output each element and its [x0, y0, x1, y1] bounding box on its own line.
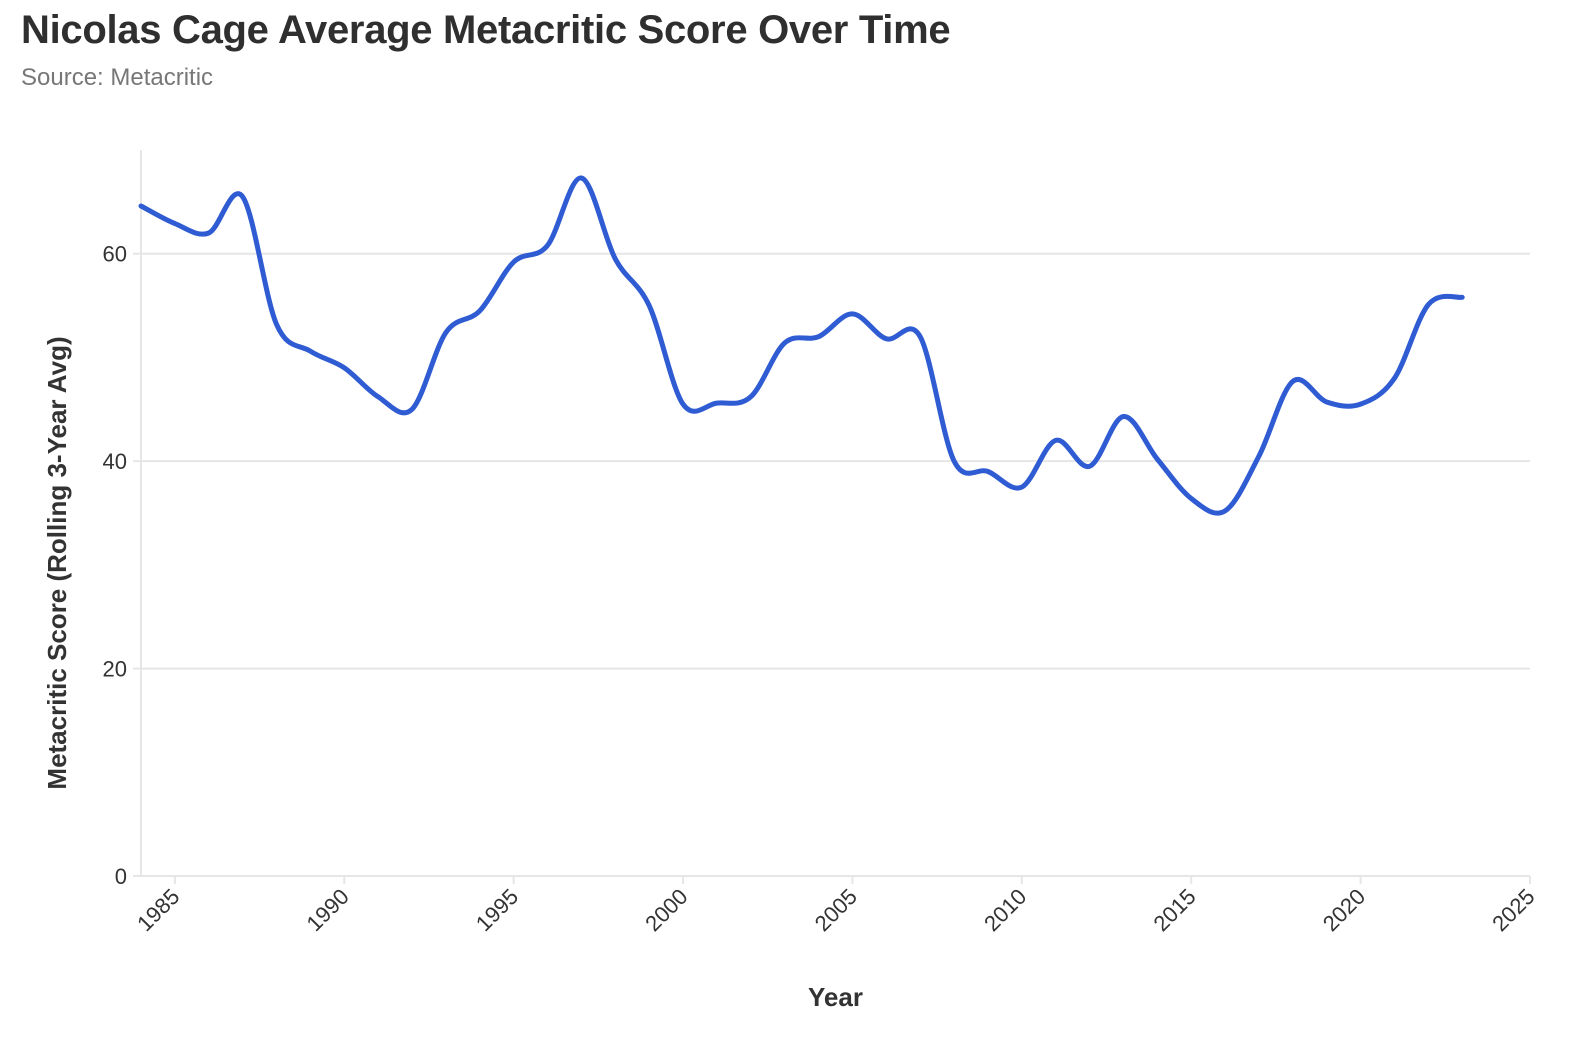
chart-title: Nicolas Cage Average Metacritic Score Ov…: [21, 8, 951, 52]
x-tick-label: 2025: [1487, 884, 1539, 936]
y-tick-label: 20: [103, 657, 127, 682]
x-tick-label: 2000: [640, 884, 692, 936]
y-tick-label: 60: [103, 242, 127, 267]
x-tick-label: 2005: [810, 884, 862, 936]
x-axis-title: Year: [808, 982, 863, 1012]
x-tick-label: 2020: [1318, 884, 1370, 936]
x-axis-ticks: 1985 1990 1995 2000 2005 2010 2015 2020 2025: [132, 876, 1540, 936]
x-tick-label: 2015: [1148, 884, 1200, 936]
y-axis-ticks: 0 20 40 60: [103, 242, 141, 889]
x-tick-label: 1985: [132, 884, 184, 936]
x-tick-label: 1995: [471, 884, 523, 936]
chart-subtitle: Source: Metacritic: [21, 64, 214, 91]
x-tick-label: 1990: [302, 884, 354, 936]
grid-lines: [141, 252, 1530, 670]
y-tick-label: 0: [115, 864, 127, 889]
y-axis-title: Metacritic Score (Rolling 3-Year Avg): [42, 336, 72, 789]
x-tick-label: 2010: [979, 884, 1031, 936]
series-line: [138, 175, 1465, 516]
y-tick-label: 40: [103, 449, 127, 474]
